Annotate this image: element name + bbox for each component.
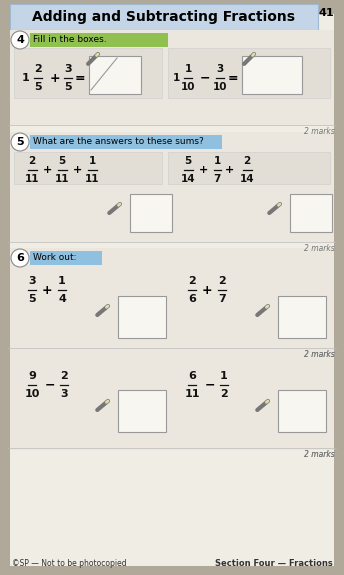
Text: 4: 4 bbox=[16, 35, 24, 45]
Text: 1: 1 bbox=[22, 73, 30, 83]
Text: 9: 9 bbox=[28, 371, 36, 381]
Text: 6: 6 bbox=[16, 253, 24, 263]
Text: 2: 2 bbox=[34, 64, 42, 74]
Text: 5: 5 bbox=[58, 156, 66, 166]
Bar bbox=[118, 296, 166, 338]
Bar bbox=[14, 152, 162, 184]
Text: 2 marks: 2 marks bbox=[304, 450, 335, 459]
Text: +: + bbox=[72, 165, 82, 175]
Text: 5: 5 bbox=[28, 294, 36, 304]
Text: −: − bbox=[205, 378, 215, 392]
Bar bbox=[30, 251, 102, 265]
Text: 4: 4 bbox=[58, 294, 66, 304]
Text: 6: 6 bbox=[188, 371, 196, 381]
Text: 2: 2 bbox=[28, 156, 36, 166]
Text: 10: 10 bbox=[181, 82, 195, 92]
Text: 2 marks: 2 marks bbox=[304, 244, 335, 253]
Text: +: + bbox=[225, 165, 235, 175]
Text: Section Four — Fractions: Section Four — Fractions bbox=[215, 559, 333, 568]
Bar bbox=[10, 248, 334, 423]
Circle shape bbox=[11, 31, 29, 49]
Text: +: + bbox=[42, 283, 52, 297]
Text: 6: 6 bbox=[188, 294, 196, 304]
Text: 5: 5 bbox=[34, 82, 42, 92]
Bar bbox=[168, 48, 330, 98]
Text: 2 marks: 2 marks bbox=[304, 350, 335, 359]
Text: −: − bbox=[45, 378, 55, 392]
Text: 2: 2 bbox=[60, 371, 68, 381]
Text: 1: 1 bbox=[184, 64, 192, 74]
Bar bbox=[290, 194, 332, 232]
Text: +: + bbox=[50, 71, 60, 85]
Text: 2: 2 bbox=[188, 276, 196, 286]
Bar bbox=[168, 152, 330, 184]
Text: =: = bbox=[75, 71, 85, 85]
Bar bbox=[14, 48, 162, 98]
Text: 7: 7 bbox=[213, 174, 221, 184]
Text: What are the answers to these sums?: What are the answers to these sums? bbox=[33, 137, 204, 147]
Text: 3: 3 bbox=[216, 64, 224, 74]
Bar bbox=[118, 390, 166, 432]
Bar bbox=[10, 30, 334, 125]
Text: Work out:: Work out: bbox=[33, 254, 76, 263]
Text: 2 marks: 2 marks bbox=[304, 350, 335, 359]
Bar bbox=[10, 132, 334, 242]
Circle shape bbox=[11, 249, 29, 267]
Text: 2: 2 bbox=[218, 276, 226, 286]
Bar bbox=[30, 33, 168, 47]
Text: 3: 3 bbox=[64, 64, 72, 74]
Text: ©SP — Not to be photocopied: ©SP — Not to be photocopied bbox=[12, 559, 127, 568]
Text: + 200: + 200 bbox=[234, 253, 256, 259]
Text: Fill in the boxes.: Fill in the boxes. bbox=[33, 36, 107, 44]
Text: 1: 1 bbox=[172, 73, 180, 83]
Bar bbox=[10, 4, 318, 30]
Text: 21: 21 bbox=[226, 251, 235, 257]
Text: 7: 7 bbox=[218, 294, 226, 304]
Text: 41: 41 bbox=[319, 8, 334, 18]
Text: 14: 14 bbox=[240, 174, 254, 184]
Text: +: + bbox=[198, 165, 208, 175]
Bar bbox=[10, 355, 334, 450]
Text: −: − bbox=[200, 71, 210, 85]
Text: Adding and Subtracting Fractions: Adding and Subtracting Fractions bbox=[32, 10, 295, 24]
Text: 1: 1 bbox=[213, 156, 221, 166]
Text: =: = bbox=[228, 71, 238, 85]
Text: 14: 14 bbox=[181, 174, 195, 184]
Text: 7: 7 bbox=[324, 33, 332, 47]
Text: 1: 1 bbox=[58, 276, 66, 286]
Bar bbox=[30, 135, 222, 149]
Text: 10: 10 bbox=[24, 389, 40, 399]
Text: 10: 10 bbox=[213, 82, 227, 92]
Text: 1: 1 bbox=[88, 156, 96, 166]
Bar bbox=[242, 56, 302, 94]
Text: 3: 3 bbox=[316, 144, 324, 156]
Text: 2: 2 bbox=[243, 156, 251, 166]
Bar bbox=[130, 194, 172, 232]
Bar bbox=[278, 390, 326, 432]
Bar bbox=[89, 56, 141, 94]
Text: 5: 5 bbox=[184, 156, 192, 166]
Text: 100: 100 bbox=[216, 256, 228, 262]
Text: +: + bbox=[202, 283, 212, 297]
Text: 11: 11 bbox=[55, 174, 69, 184]
Text: 2 marks: 2 marks bbox=[304, 450, 335, 459]
Bar bbox=[278, 296, 326, 338]
Text: 11: 11 bbox=[25, 174, 39, 184]
Text: 2: 2 bbox=[220, 389, 228, 399]
Text: 3: 3 bbox=[60, 389, 68, 399]
Text: 3: 3 bbox=[28, 276, 36, 286]
Circle shape bbox=[11, 133, 29, 151]
Text: 2 marks: 2 marks bbox=[304, 127, 335, 136]
Text: 1: 1 bbox=[220, 371, 228, 381]
Text: 5: 5 bbox=[16, 137, 24, 147]
Text: 11: 11 bbox=[85, 174, 99, 184]
Text: +: + bbox=[42, 165, 52, 175]
Text: 11: 11 bbox=[184, 389, 200, 399]
Text: 5: 5 bbox=[64, 82, 72, 92]
